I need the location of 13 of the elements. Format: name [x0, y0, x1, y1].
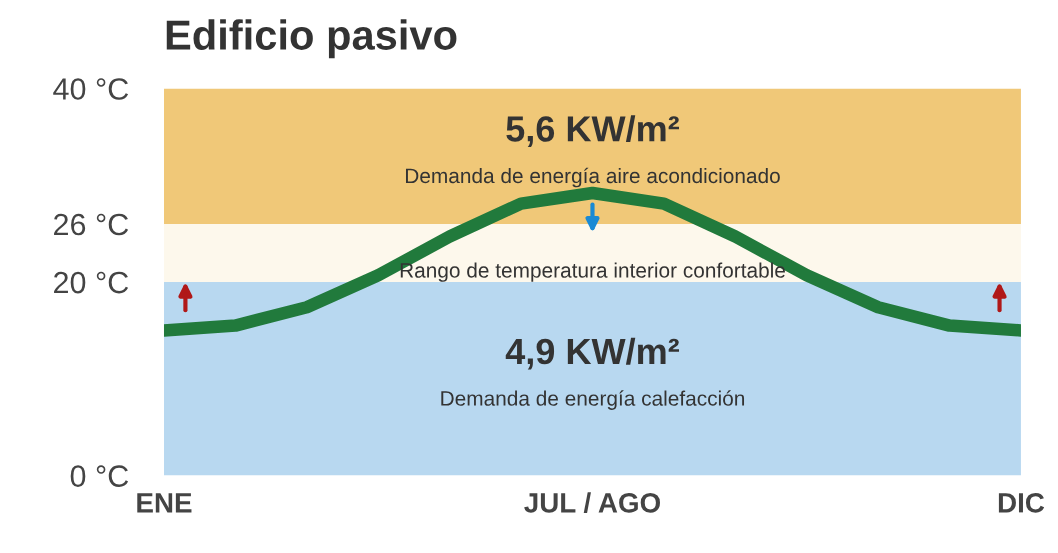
annotation: Demanda de energía calefacción: [441, 390, 745, 410]
y-tick-label: 40 °C: [53, 78, 129, 100]
band-label: 4,9 KW/m²: [505, 337, 679, 370]
y-tick-label: 0 °C: [70, 465, 129, 487]
x-tick-label: JUL / AGO: [524, 492, 660, 513]
annotation: Demanda de energía aire acondicionado: [405, 167, 780, 188]
y-tick-label: 20 °C: [54, 271, 129, 294]
band-label: 5,6 KW/m²: [506, 115, 679, 147]
chart-title: Edificio pasivo: [166, 19, 457, 59]
x-tick-label: ENE: [137, 493, 192, 513]
band-label: Rango de temperatura interior confortable: [400, 262, 785, 282]
x-tick-label: DIC: [998, 492, 1045, 513]
y-tick-label: 26 °C: [54, 213, 129, 236]
